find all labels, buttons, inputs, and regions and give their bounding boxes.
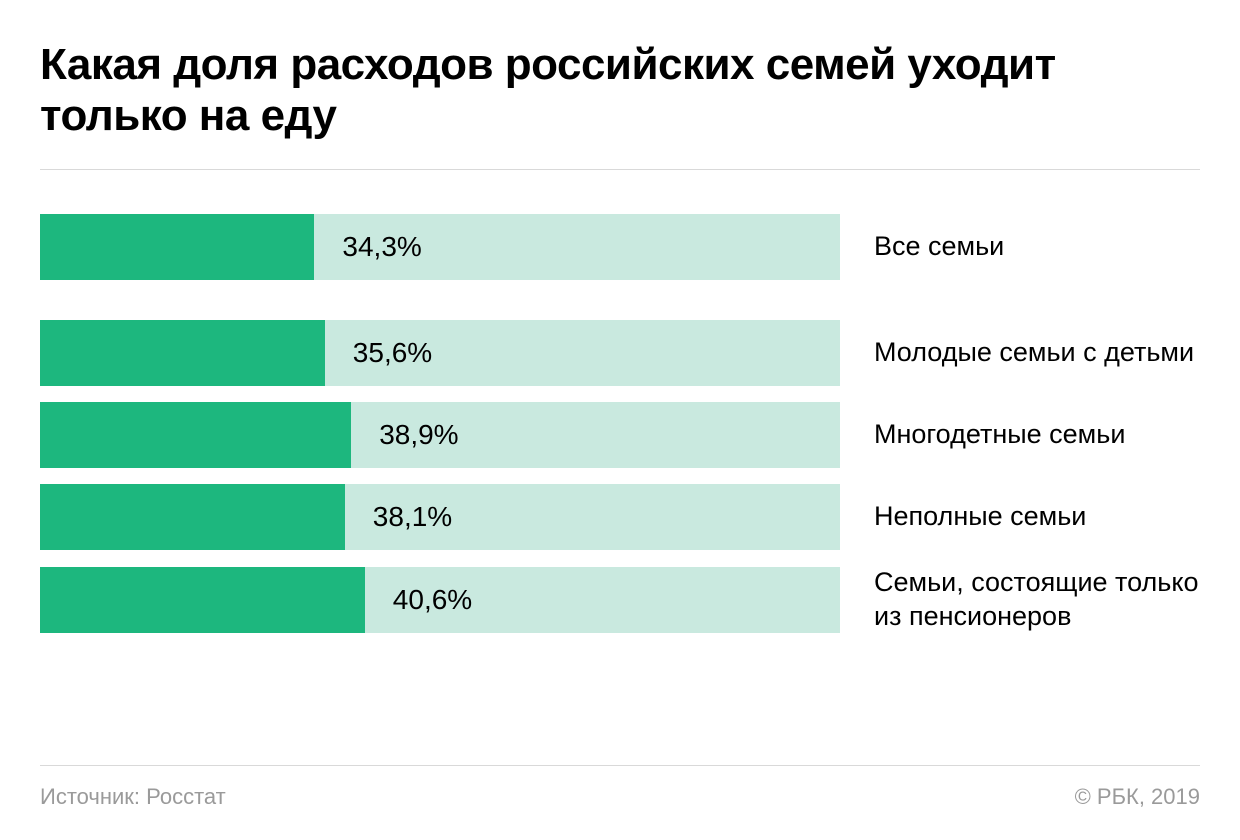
bar-category-label: Семьи, состоящие только из пенсионеров: [874, 566, 1200, 634]
bar-category-label: Молодые семьи с детьми: [874, 336, 1194, 370]
bar-row: 35,6% Молодые семьи с детьми: [40, 320, 1200, 386]
bar-fill: [40, 484, 345, 550]
bar-row: 38,9% Многодетные семьи: [40, 402, 1200, 468]
bar-fill: [40, 214, 314, 280]
source-label: Источник: Росстат: [40, 784, 226, 810]
bar-row: 40,6% Семьи, состоящие только из пенсионе…: [40, 566, 1200, 634]
bar-value-label: 35,6%: [353, 337, 432, 369]
bar-value-label: 38,1%: [373, 501, 452, 533]
bar-category-label: Многодетные семьи: [874, 418, 1125, 452]
bar-fill: [40, 402, 351, 468]
credit-label: © РБК, 2019: [1075, 784, 1200, 810]
bar-category-label: Неполные семьи: [874, 500, 1086, 534]
bar-category-label: Все семьи: [874, 230, 1004, 264]
bar-wrap: 40,6%: [40, 567, 840, 633]
chart-area: 34,3% Все семьи 35,6% Молодые семьи с детьм…: [40, 170, 1200, 765]
footer: Источник: Росстат © РБК, 2019: [40, 766, 1200, 810]
bar-fill: [40, 320, 325, 386]
bar-row: 34,3% Все семьи: [40, 214, 1200, 280]
bar-value-label: 40,6%: [393, 584, 472, 616]
bar-wrap: 34,3%: [40, 214, 840, 280]
bar-fill: [40, 567, 365, 633]
bar-value-label: 38,9%: [379, 419, 458, 451]
bar-wrap: 38,9%: [40, 402, 840, 468]
bar-row: 38,1% Неполные семьи: [40, 484, 1200, 550]
bar-value-label: 34,3%: [342, 231, 421, 263]
chart-title: Какая доля расходов российских семей ухо…: [40, 40, 1200, 141]
bar-wrap: 35,6%: [40, 320, 840, 386]
bar-wrap: 38,1%: [40, 484, 840, 550]
